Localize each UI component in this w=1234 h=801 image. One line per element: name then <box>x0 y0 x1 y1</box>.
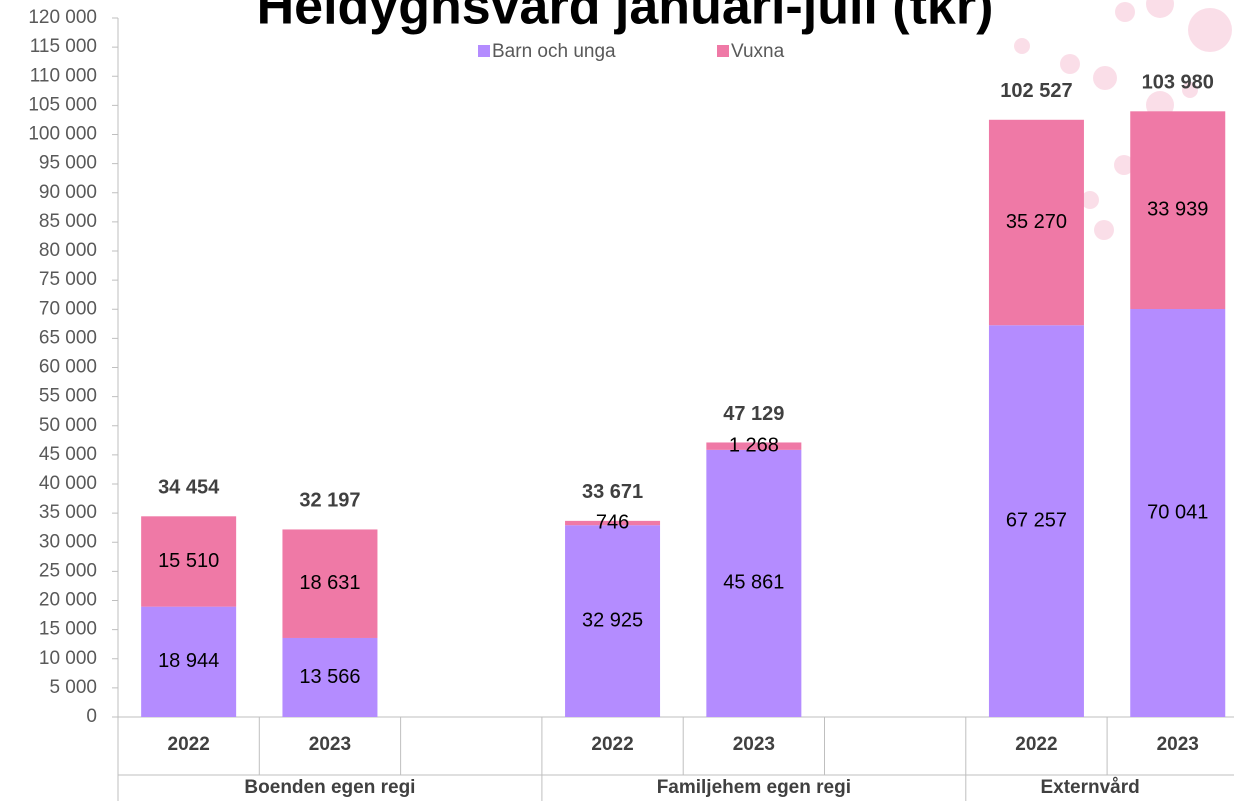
group-label: Familjehem egen regi <box>657 777 851 798</box>
y-tick-label: 25 000 <box>39 560 97 581</box>
data-label: 1 268 <box>729 434 779 456</box>
bar-segment <box>706 442 802 450</box>
bar-segment <box>282 637 378 717</box>
x-tick-label: 2023 <box>733 734 775 755</box>
x-tick-label: 2023 <box>309 734 351 755</box>
total-label: 102 527 <box>1000 80 1072 102</box>
data-label: 18 944 <box>158 650 219 672</box>
y-tick-label: 50 000 <box>39 415 97 436</box>
total-label: 34 454 <box>158 477 220 499</box>
bar-segment <box>1130 309 1226 717</box>
data-label: 32 925 <box>582 609 643 631</box>
y-tick-label: 45 000 <box>39 444 97 465</box>
y-tick-label: 95 000 <box>39 153 97 174</box>
data-label: 33 939 <box>1147 198 1208 220</box>
y-tick-label: 5 000 <box>49 677 97 698</box>
y-tick-label: 65 000 <box>39 327 97 348</box>
y-tick-label: 55 000 <box>39 386 97 407</box>
bar-segment <box>282 529 378 638</box>
y-tick-label: 20 000 <box>39 590 97 611</box>
data-label: 35 270 <box>1006 211 1067 233</box>
total-label: 103 980 <box>1142 72 1214 94</box>
legend-label: Barn och unga <box>492 41 616 62</box>
y-tick-label: 40 000 <box>39 473 97 494</box>
chart-title: Heldygnsvård januari-juli (tkr) <box>257 0 994 36</box>
y-tick-label: 15 000 <box>39 619 97 640</box>
legend-swatch <box>717 45 729 57</box>
data-label: 13 566 <box>299 666 360 688</box>
data-label: 18 631 <box>299 572 360 594</box>
data-label: 45 861 <box>723 572 784 594</box>
bar-segment <box>988 325 1084 717</box>
legend-label: Vuxna <box>731 41 785 62</box>
y-tick-label: 80 000 <box>39 240 97 261</box>
x-tick-label: 2022 <box>1015 734 1057 755</box>
y-tick-label: 70 000 <box>39 298 97 319</box>
legend-swatch <box>478 45 490 57</box>
y-tick-label: 60 000 <box>39 357 97 378</box>
y-tick-label: 30 000 <box>39 531 97 552</box>
y-tick-label: 100 000 <box>28 124 97 145</box>
bar-segment <box>141 516 237 607</box>
decoration <box>1014 0 1232 240</box>
bar-segment <box>706 449 802 717</box>
bar-segment <box>565 525 661 717</box>
total-label: 47 129 <box>723 403 784 425</box>
bar-segment <box>565 520 661 526</box>
total-label: 33 671 <box>582 481 643 503</box>
total-label: 32 197 <box>299 490 360 512</box>
data-label: 746 <box>596 511 629 533</box>
y-tick-label: 85 000 <box>39 211 97 232</box>
bar-segment <box>988 119 1084 326</box>
group-label: Boenden egen regi <box>244 777 415 798</box>
bar-segment <box>141 606 237 717</box>
y-tick-label: 10 000 <box>39 648 97 669</box>
data-label: 70 041 <box>1147 501 1208 523</box>
data-label: 15 510 <box>158 550 219 572</box>
x-tick-label: 2023 <box>1157 734 1199 755</box>
x-tick-label: 2022 <box>591 734 633 755</box>
y-tick-label: 35 000 <box>39 502 97 523</box>
y-tick-label: 115 000 <box>30 36 97 57</box>
bar-segment <box>1130 111 1226 310</box>
data-label: 67 257 <box>1006 509 1067 531</box>
y-tick-label: 110 000 <box>30 65 97 86</box>
y-tick-label: 105 000 <box>28 94 97 115</box>
group-label: Externvård <box>1040 777 1139 798</box>
y-tick-label: 90 000 <box>39 182 97 203</box>
y-tick-label: 75 000 <box>39 269 97 290</box>
y-tick-label: 0 <box>86 706 97 727</box>
x-tick-label: 2022 <box>168 734 210 755</box>
y-tick-label: 120 000 <box>28 7 97 28</box>
